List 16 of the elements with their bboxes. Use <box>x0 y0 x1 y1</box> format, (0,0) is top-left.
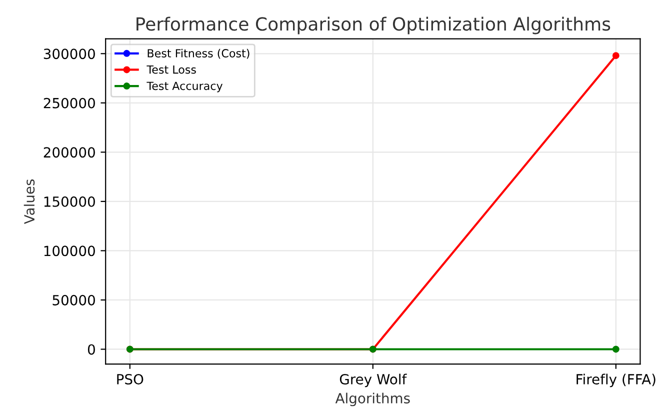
y-tick-label: 0 <box>88 344 95 355</box>
legend-label: Best Fitness (Cost) <box>148 48 250 59</box>
y-tick-label: 250000 <box>44 98 95 108</box>
x-tick-label: Firefly (FFA) <box>576 374 656 388</box>
x-tick-label: PSO <box>117 374 144 384</box>
x-axis-title: Algorithms <box>335 392 410 406</box>
legend-label: Test Accuracy <box>146 82 223 92</box>
y-tick-label: 300000 <box>44 48 95 60</box>
y-tick-label: 150000 <box>44 196 95 207</box>
y-axis-title: Values <box>24 179 35 224</box>
y-tick-label: 100000 <box>44 246 95 256</box>
chart-title: Performance Comparison of Optimization Algorithms <box>136 16 610 34</box>
y-tick-label: 50000 <box>52 294 95 306</box>
y-tick-label: 200000 <box>44 147 95 158</box>
x-tick-label: Grey Wolf <box>340 374 407 388</box>
legend-label: Test Loss <box>146 66 196 74</box>
